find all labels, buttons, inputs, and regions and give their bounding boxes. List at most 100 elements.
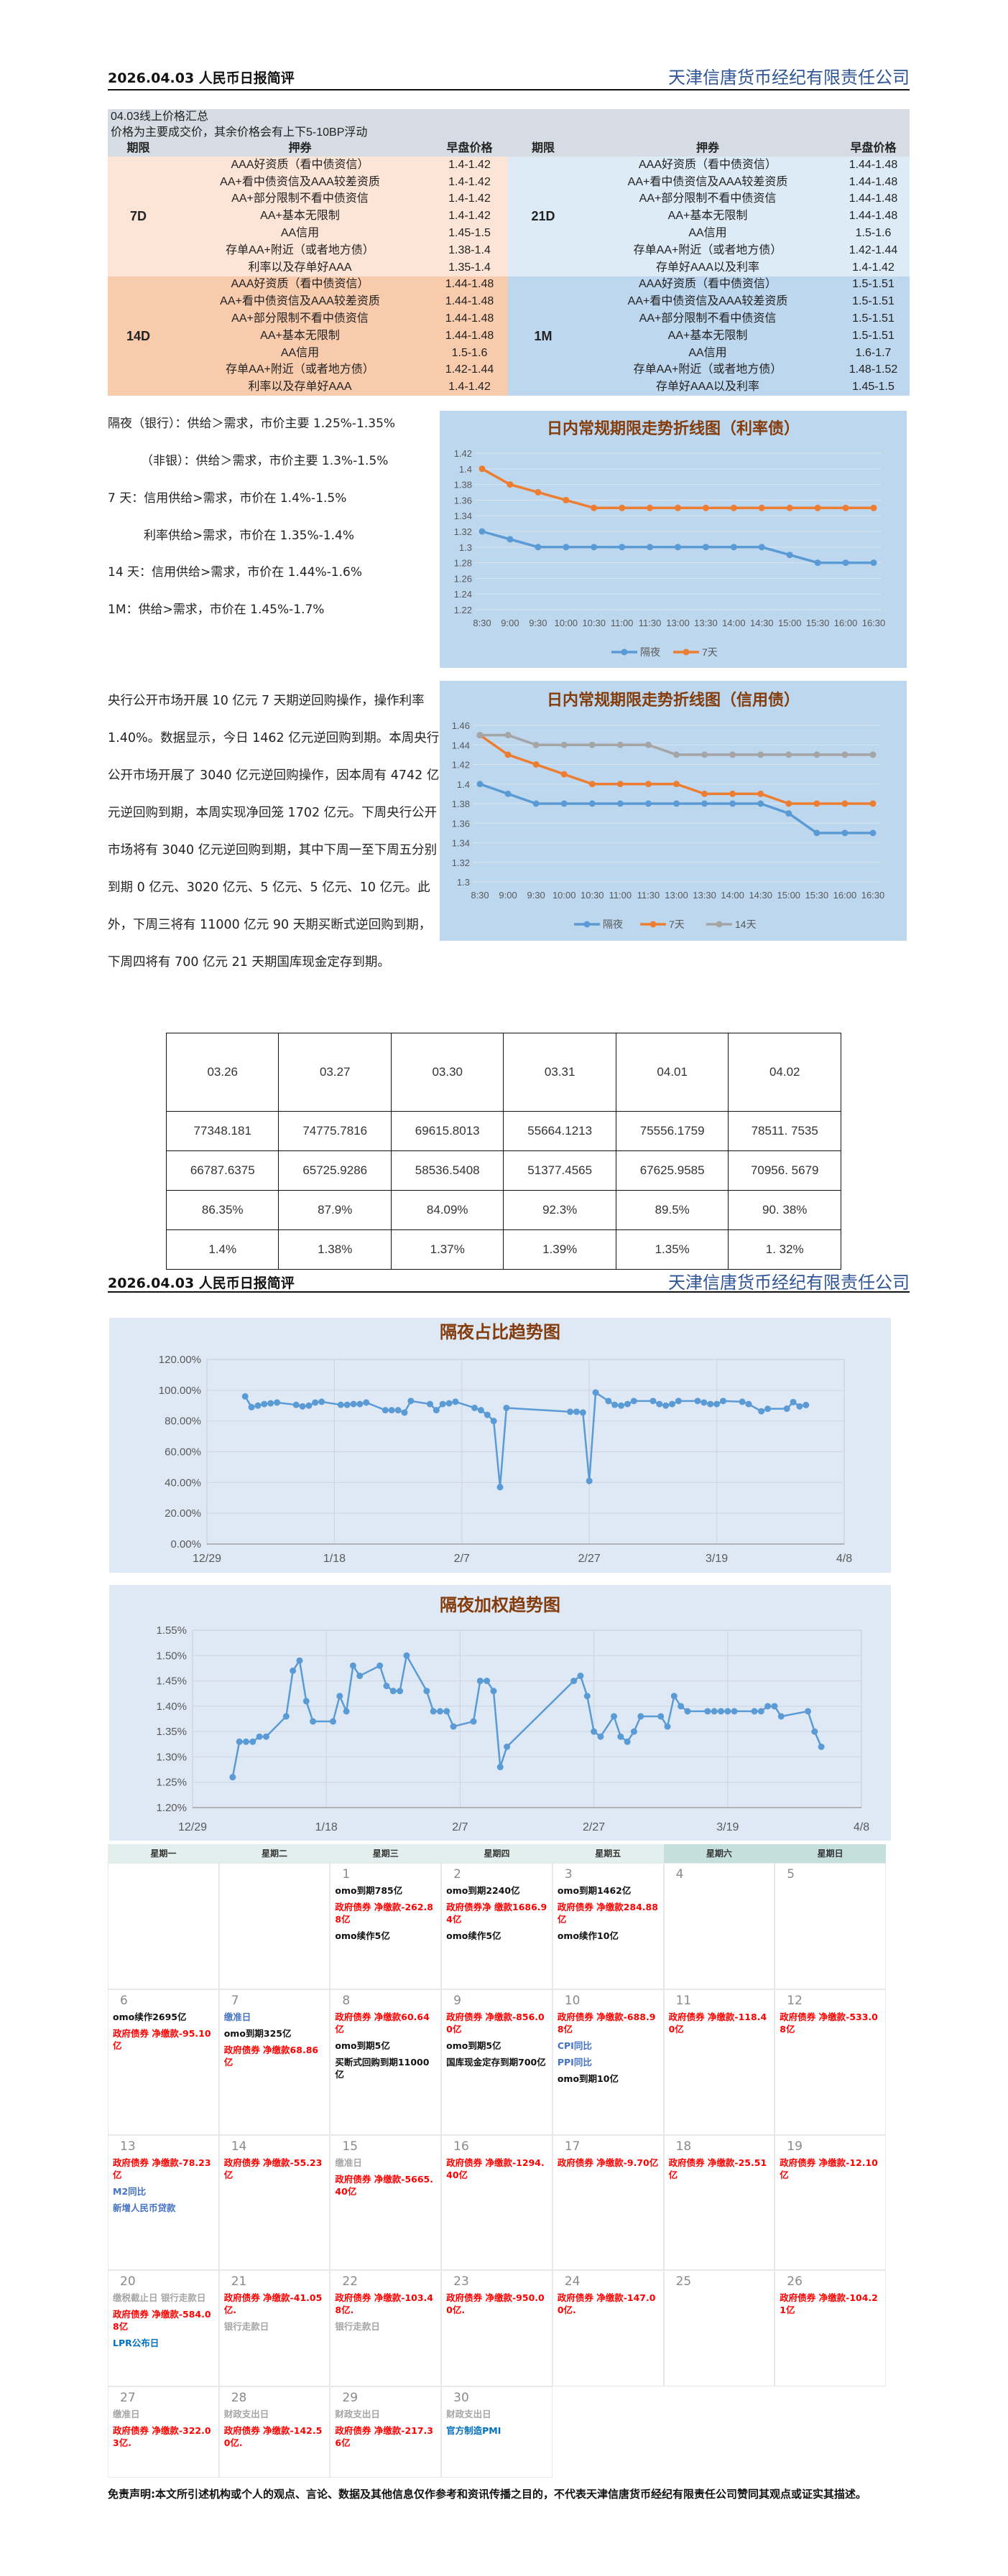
calendar-event: PPI同比 (557, 2057, 592, 2068)
day-number: 9 (453, 1994, 461, 2008)
data-point (605, 1398, 612, 1405)
x-tick-label: 4/8 (836, 1553, 852, 1565)
column-header: 早盘价格 (837, 141, 910, 157)
day-number: 20 (120, 2274, 136, 2289)
data-point (302, 1698, 310, 1705)
data-point (490, 1418, 497, 1425)
table-cell: 03.27 (278, 1033, 392, 1112)
y-tick-label: 1.45% (156, 1675, 187, 1688)
day-number: 23 (453, 2274, 469, 2289)
collateral-cell: AA信用 (169, 225, 431, 242)
calendar-event: 政府债券 净缴款284.88亿 (557, 1902, 658, 1925)
data-point (730, 504, 737, 511)
calendar-event: CPI同比 (557, 2040, 592, 2051)
data-point (818, 1743, 825, 1750)
y-tick-label: 1.38 (452, 799, 470, 809)
day-number: 13 (120, 2139, 136, 2154)
data-point (870, 504, 877, 511)
x-tick-label: 13:30 (693, 890, 716, 901)
table-cell: 74775.7816 (278, 1111, 392, 1151)
calendar-event: 缴准日 (113, 2409, 140, 2419)
data-point (507, 536, 514, 543)
data-point (707, 1400, 714, 1408)
x-tick-label: 3/19 (706, 1553, 728, 1565)
data-point (684, 1708, 691, 1715)
collateral-cell: 利率以及存单好AAA (169, 259, 431, 276)
x-tick-label: 13:30 (694, 618, 718, 628)
table-row: 1.4% 1.38% 1.37% 1.39% 1.35% 1. 32% (165, 1229, 841, 1270)
price-cell: 1.35-1.4 (431, 259, 508, 276)
table-row: 66787.6375 65725.9286 58536.5408 51377.4565… (165, 1150, 841, 1191)
data-point (719, 1398, 726, 1405)
data-point (758, 1408, 765, 1415)
data-point (813, 800, 820, 807)
data-point (229, 1774, 236, 1781)
calendar-event: 政府债券 净缴款-55.23亿 (223, 2157, 323, 2180)
price-cell: 1.44-1.48 (837, 208, 910, 225)
calendar-event: 政府债券 净缴款60.64亿 (335, 2012, 430, 2035)
data-point (560, 771, 568, 778)
day-number: 19 (787, 2139, 803, 2154)
calendar-day-cell: 15 缴准日 政府债券 净缴款-5665.40亿 (330, 2135, 442, 2270)
day-number: 24 (564, 2274, 581, 2289)
y-tick-label: 1.38 (454, 480, 472, 490)
collateral-cell: AA+部分限制不看中债资信 (578, 190, 837, 208)
day-number: 8 (342, 1994, 351, 2008)
collateral-cell: AAA好资质（看中债资信） (169, 276, 431, 294)
calendar-day-cell: 5 (775, 1863, 886, 1989)
data-point (814, 504, 821, 511)
data-point (484, 1678, 491, 1685)
price-summary-table: 04.03线上价格汇总 价格为主要成交价，其余价格会有上下5-10BP浮动 期限 押券… (108, 109, 910, 396)
y-tick-label: 1.44 (452, 740, 470, 750)
table-row: 利率以及存单好AAA 1.4-1.42 存单好AAA以及利率 1.45-1.5 (108, 378, 910, 396)
data-point (504, 732, 512, 739)
y-tick-label: 1.36 (452, 818, 470, 829)
data-point (647, 544, 654, 551)
calendar-event: 政府债券 净缴款-95.10亿 (113, 2028, 211, 2051)
price-cell: 1.44-1.48 (431, 310, 508, 327)
y-tick-label: 60.00% (165, 1446, 201, 1459)
data-point (758, 544, 765, 551)
data-point (803, 1401, 810, 1408)
calendar-day-cell (218, 1863, 330, 1989)
data-point (644, 800, 652, 807)
data-point (452, 1398, 459, 1405)
calendar-event: 银行走款日 (335, 2321, 380, 2332)
calendar-day-cell: 4 (663, 1863, 775, 1989)
day-number: 3 (564, 1867, 573, 1882)
calendar-day-cell: 2 omo到期2240亿 政府债券净 缴款1686.94亿 omo续作5亿 (441, 1863, 552, 1989)
x-tick-label: 15:00 (778, 618, 802, 628)
data-point (616, 781, 624, 788)
weekday-header: 星期日 (775, 1844, 886, 1863)
chart-overnight-weighted-svg: 隔夜加权趋势图 1.20% 1.25% 1.30% 1.35% 1.40% 1.45% 1.5… (156, 1595, 869, 1833)
y-tick-label: 1.4 (457, 779, 470, 790)
calendar-event: omo到期785亿 (335, 1885, 403, 1896)
y-tick-label: 1.50% (156, 1650, 187, 1662)
data-point (764, 1703, 772, 1710)
calendar-event: 政府债券 净缴款-950.00亿. (446, 2292, 545, 2315)
term-cell: 7D (108, 157, 169, 276)
data-point (870, 559, 877, 567)
calendar-event: omo到期5亿 (335, 2040, 390, 2051)
calendar-event: 银行走款日 (223, 2321, 269, 2332)
day-number: 11 (675, 1994, 692, 2008)
table-cell: 65725.9286 (278, 1150, 392, 1191)
table-header-row: 期限 押券 早盘价格 期限 押券 早盘价格 (108, 141, 910, 157)
table-row: AA+基本无限制 1.44-1.48 AA+基本无限制 1.5-1.51 (108, 327, 910, 345)
y-tick-label: 1.40% (156, 1701, 187, 1713)
calendar-event: 政府债券 净缴款-688.98亿 (557, 2012, 656, 2035)
chart-intraday-credit-bond: 日内常规期限走势折线图（信用债） 1.3 1.32 1.34 1.36 1.38 1.4 1.… (440, 681, 907, 941)
chart-intraday-credit-bond-svg: 日内常规期限走势折线图（信用债） 1.3 1.32 1.34 1.36 1.38 1.4 1.… (452, 691, 885, 930)
calendar-day-cell: 29 财政支出日 政府债券 净缴款-217.36亿 (330, 2386, 442, 2478)
calendar-event: 缴税截止日 银行走款日 (113, 2292, 206, 2303)
x-tick-label: 10:30 (582, 618, 606, 628)
calendar-event: omo续作5亿 (335, 1930, 390, 1941)
calendar-day-cell: 7 缴准日 omo到期325亿 政府债券 净缴款68.86亿 (218, 1989, 330, 2135)
y-tick-label: 80.00% (165, 1415, 201, 1428)
data-point (786, 552, 793, 559)
table-cell: 04.01 (615, 1033, 729, 1112)
data-point (305, 1402, 313, 1409)
data-point (573, 1408, 580, 1415)
data-point (656, 1400, 663, 1408)
data-point (443, 1708, 450, 1715)
